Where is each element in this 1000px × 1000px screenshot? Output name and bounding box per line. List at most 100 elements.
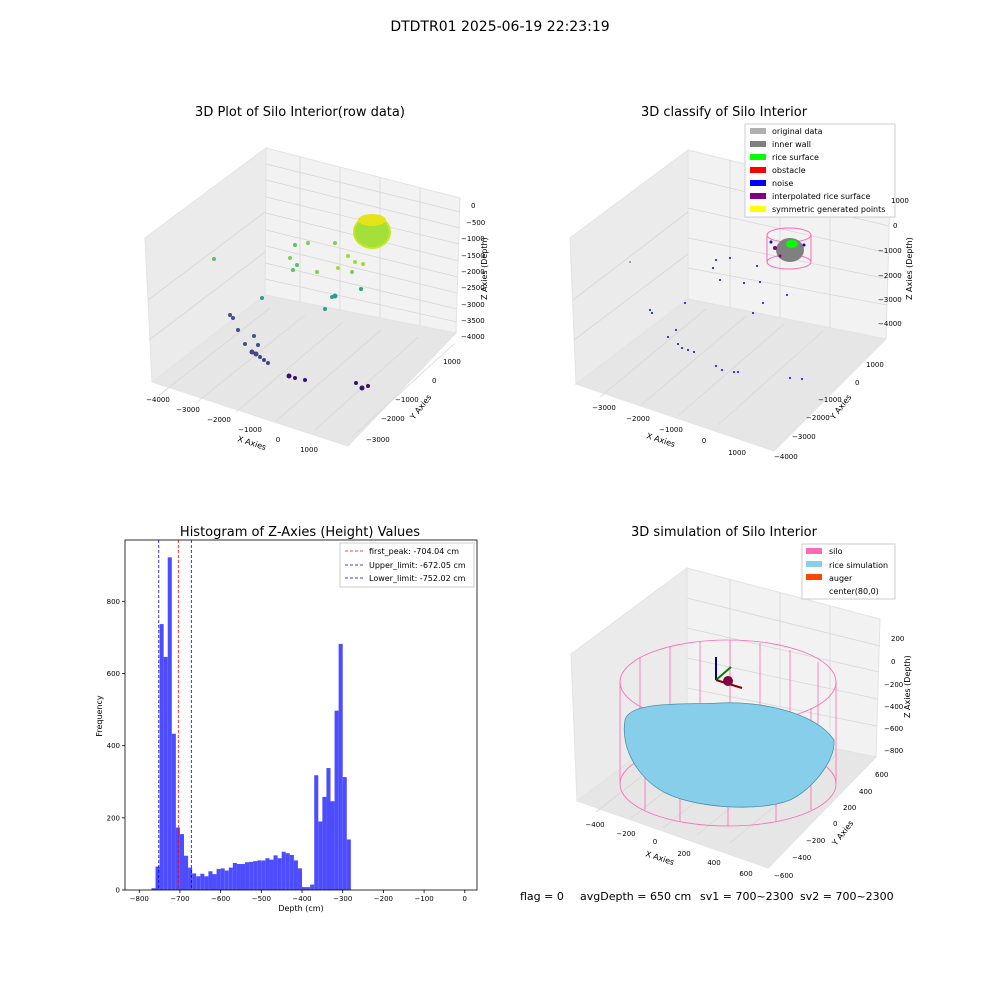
sim-z-tick: −800 [884, 747, 903, 755]
hist-bar [184, 855, 189, 890]
hist-bar [297, 868, 303, 890]
cls-grid [572, 160, 890, 426]
hist-bar [192, 873, 197, 890]
hist-bar [265, 858, 270, 890]
hist-bar [167, 557, 172, 890]
sim-z-tick: 200 [891, 635, 904, 643]
hist-x-tick-label: 0 [463, 895, 467, 903]
hist-bars [151, 557, 351, 890]
sim-z-tick: −600 [884, 725, 903, 733]
hist-bar [155, 866, 160, 890]
hist-y-tick-label: 200 [107, 814, 120, 822]
legend-symmetric: symmetric generated points [772, 205, 885, 214]
hist-bar [330, 801, 335, 890]
legend-auger: auger [829, 574, 853, 583]
cls-x-tick: 1000 [728, 449, 746, 457]
sim-y-ticks: 600 400 200 0 −200 −400 −600 [774, 771, 888, 880]
hist-x-tick-label: −100 [414, 895, 433, 903]
raw-z-tick: −1000 [461, 235, 485, 243]
cls-z-tick: −3000 [878, 296, 902, 304]
hist-bar [285, 853, 290, 890]
hist-bar [310, 884, 315, 890]
sim-y-tick: −400 [792, 854, 811, 862]
legend-center: center(80,0) [829, 587, 879, 596]
hist-bar [245, 862, 250, 890]
hist-bar [171, 733, 176, 890]
legend-first-peak: first_peak: -704.04 cm [369, 547, 459, 556]
cls-y-tick: 0 [855, 379, 859, 387]
legend-silo: silo [829, 547, 843, 556]
hist-x-tick-label: −700 [170, 895, 189, 903]
hist-bar [236, 864, 241, 890]
sim-x-label: X Axies [644, 849, 675, 867]
cls-z-tick: −2000 [878, 272, 902, 280]
legend-swatch-auger [806, 574, 822, 580]
raw-x-tick: 0 [276, 436, 280, 444]
legend-swatch-rice-surface [750, 154, 766, 160]
hist-legend: first_peak: -704.04 cm Upper_limit: -672… [339, 542, 475, 588]
status-sv2: sv2 = 700~2300 [800, 890, 894, 903]
hist-x-label: Depth (cm) [278, 904, 323, 913]
hist-bar [224, 870, 229, 890]
legend-upper-limit: Upper_limit: -672.05 cm [369, 561, 466, 570]
hist-bar [314, 775, 319, 890]
hist-bar [200, 873, 205, 890]
hist-title: Histogram of Z-Axies (Height) Values [180, 525, 420, 540]
hist-bar [196, 876, 201, 890]
cls-pane-floor [574, 298, 888, 452]
hist-bar [216, 869, 221, 890]
cls-z-ticks: 1000 0 −1000 −2000 −3000 −4000 [878, 197, 909, 328]
hist-x-tick-label: −800 [130, 895, 149, 903]
cls-y-tick: −4000 [774, 453, 798, 461]
hist-bar [240, 864, 246, 890]
hist-bar [322, 796, 327, 890]
legend-noise: noise [772, 179, 793, 188]
cls-x-tick: 0 [702, 437, 706, 445]
sim-y-tick: 400 [859, 788, 872, 796]
raw-z-tick: −2500 [461, 284, 485, 292]
sim-y-tick: 0 [833, 820, 837, 828]
status-line: flag = 0 avgDepth = 650 cm sv1 = 700~230… [520, 890, 894, 903]
cls-legend: original data inner wall rice surface ob… [744, 123, 896, 218]
legend-obstacle: obstacle [772, 166, 806, 175]
sim-y-tick: −200 [806, 837, 825, 845]
raw-z-ticks: 0 −500 −1000 −1500 −2000 −2500 −3000 −35… [461, 202, 485, 341]
sim-y-tick: 600 [875, 771, 888, 779]
sim-x-tick: −200 [616, 830, 635, 838]
hist-y-tick-label: 600 [107, 670, 120, 678]
raw-x-label: X Axies [236, 434, 267, 452]
cls-z-label: Z Axies (Depth) [905, 237, 914, 300]
hist-bar [232, 862, 237, 890]
hist-bar [151, 888, 156, 890]
legend-lower-limit: Lower_limit: -752.02 cm [369, 574, 466, 583]
hist-frame [124, 539, 478, 891]
hist-bar [281, 851, 286, 890]
raw-y-tick: −2000 [381, 415, 405, 423]
hist-bar [208, 871, 213, 890]
sim-legend: silo rice simulation auger center(80,0) [801, 543, 896, 600]
legend-swatch-silo [806, 548, 822, 554]
sim-y-tick: 200 [843, 804, 856, 812]
hist-bar [188, 867, 193, 890]
hist-bar [269, 859, 274, 890]
hist-bar [334, 710, 339, 890]
hist-x-tick-label: −600 [211, 895, 230, 903]
raw-z-tick: 0 [471, 202, 475, 210]
raw-x-ticks: −4000 −3000 −2000 −1000 0 1000 [146, 396, 318, 454]
raw-x-tick: 1000 [300, 446, 318, 454]
cls-cylinder [766, 227, 812, 270]
hist-bar [220, 868, 225, 890]
hist-bar [277, 858, 282, 890]
legend-original: original data [772, 127, 823, 136]
hist-bar [326, 768, 331, 890]
classify-3d-panel: 3D classify of Silo Interior [569, 105, 914, 461]
raw-y-tick: −1000 [395, 396, 419, 404]
legend-swatch-obstacle [750, 167, 766, 173]
raw-y-tick: 0 [432, 377, 436, 385]
cls-x-ticks: −3000 −2000 −1000 0 1000 [592, 404, 746, 457]
hist-bar [163, 656, 168, 890]
hist-y-label: Frequency [95, 695, 104, 737]
status-sv1: sv1 = 700~2300 [700, 890, 794, 903]
hist-bar [257, 860, 262, 890]
